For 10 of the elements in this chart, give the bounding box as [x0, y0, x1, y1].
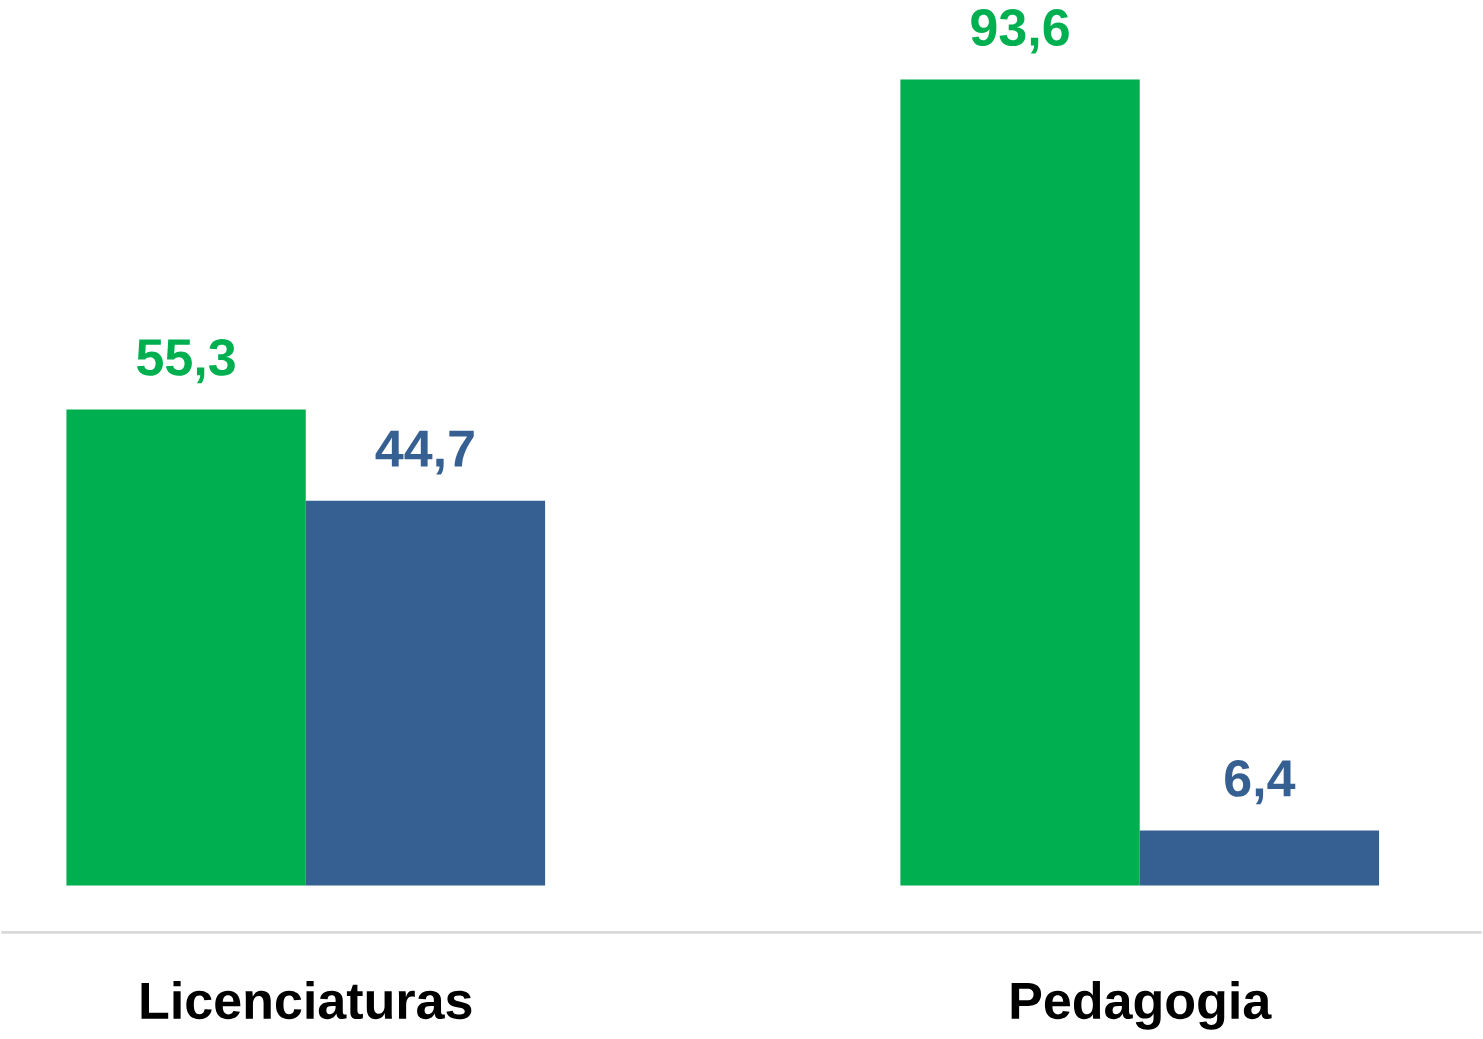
- bar: [1139, 830, 1380, 886]
- bar: [305, 500, 546, 886]
- bar: [900, 79, 1140, 886]
- data-label: 6,4: [1225, 760, 1296, 805]
- data-label: 44,7: [375, 430, 474, 475]
- bar: [66, 409, 306, 886]
- x-tick-label: Licenciaturas: [141, 981, 472, 1020]
- data-label: 93,6: [971, 9, 1069, 54]
- x-tick-label: Pedagogia: [1011, 981, 1272, 1030]
- data-label: 55,3: [137, 339, 235, 384]
